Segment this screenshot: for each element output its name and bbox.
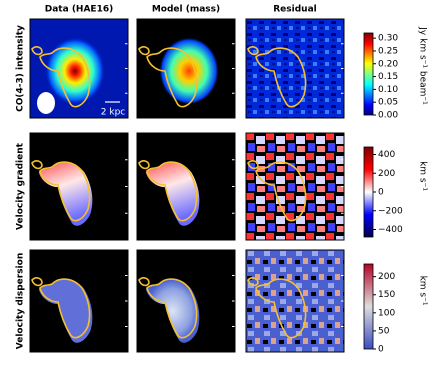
contour (247, 46, 259, 56)
row-label: Velocity gradient (16, 142, 26, 230)
colorbar-tick-label: 0 (378, 188, 384, 198)
colorbar (363, 263, 374, 350)
panel (245, 18, 345, 119)
colorbar-tick-label: 200 (378, 169, 395, 179)
contour (31, 160, 43, 170)
panel-background (246, 19, 344, 118)
contour (31, 277, 43, 287)
row-label: Velocity dispersion (16, 253, 26, 349)
contour (255, 47, 307, 108)
colorbar-tick-label: 0.00 (378, 111, 398, 121)
panel (136, 18, 236, 119)
contour (255, 161, 307, 222)
panel (136, 249, 236, 353)
panel-frame (29, 249, 129, 353)
colorbar-tick-label: −200 (378, 206, 403, 216)
colorbar (363, 32, 374, 116)
contour (39, 161, 91, 222)
colorbar-label: Jy km s⁻¹ beam⁻¹ (418, 26, 428, 105)
contour (31, 46, 43, 56)
colorbar-tick-label: 0.10 (378, 85, 398, 95)
panel: 2 kpc (29, 18, 129, 119)
colorbar-tick-label: 0.05 (378, 98, 398, 108)
contour (39, 47, 91, 108)
panel (29, 249, 129, 353)
beam (37, 92, 55, 114)
colorbar-tick-label: 100 (378, 308, 395, 318)
contour (247, 277, 259, 287)
colorbar-label: km s⁻¹ (418, 276, 428, 306)
panel (245, 249, 345, 353)
column-title: Residual (273, 5, 316, 15)
column-title: Model (mass) (152, 5, 220, 15)
colorbar-tick-label: 50 (378, 326, 390, 336)
velocity-field (38, 162, 93, 226)
column-title: Data (HAE16) (45, 5, 113, 15)
colorbar-tick-label: 400 (378, 150, 395, 160)
contour (247, 160, 259, 170)
panel-frame (245, 249, 345, 353)
panel-frame (136, 132, 236, 241)
contour (138, 277, 150, 287)
panel (245, 132, 345, 241)
panel-background (246, 250, 344, 352)
panel (29, 132, 129, 241)
colorbar-tick-label: 0.15 (378, 72, 398, 82)
panel-frame (245, 132, 345, 241)
colorbar-tick-label: 0 (378, 345, 384, 355)
dispersion-field (38, 279, 93, 343)
contour (146, 47, 198, 108)
panel-frame (29, 18, 129, 119)
contour (39, 278, 91, 339)
colorbar-tick-label: 0.25 (378, 46, 398, 56)
contour (255, 278, 307, 339)
colorbar (363, 146, 374, 238)
column-titles: Data (HAE16) Model (mass) Residual (45, 5, 317, 15)
colorbar-label: km s⁻¹ (418, 161, 428, 191)
colorbar-tick-label: −400 (378, 225, 403, 235)
emission (159, 37, 219, 105)
panel-frame (245, 18, 345, 119)
contour (146, 161, 198, 222)
colorbar-tick-label: 0.20 (378, 59, 398, 69)
scale-bar-label: 2 kpc (101, 108, 126, 118)
dispersion-field (145, 279, 200, 343)
panel-frame (29, 132, 129, 241)
panel-background (246, 133, 344, 240)
row-label: CO(4-3) intensity (16, 25, 26, 112)
panel (136, 132, 236, 241)
panel-frame (136, 18, 236, 119)
contour (138, 46, 150, 56)
contour (146, 278, 198, 339)
panel-frame (136, 249, 236, 353)
colorbar-tick-label: 150 (378, 290, 395, 300)
colorbar-tick-label: 0.30 (378, 34, 398, 44)
colorbar-tick-label: 200 (378, 272, 395, 282)
velocity-field (145, 162, 200, 226)
contour (138, 160, 150, 170)
